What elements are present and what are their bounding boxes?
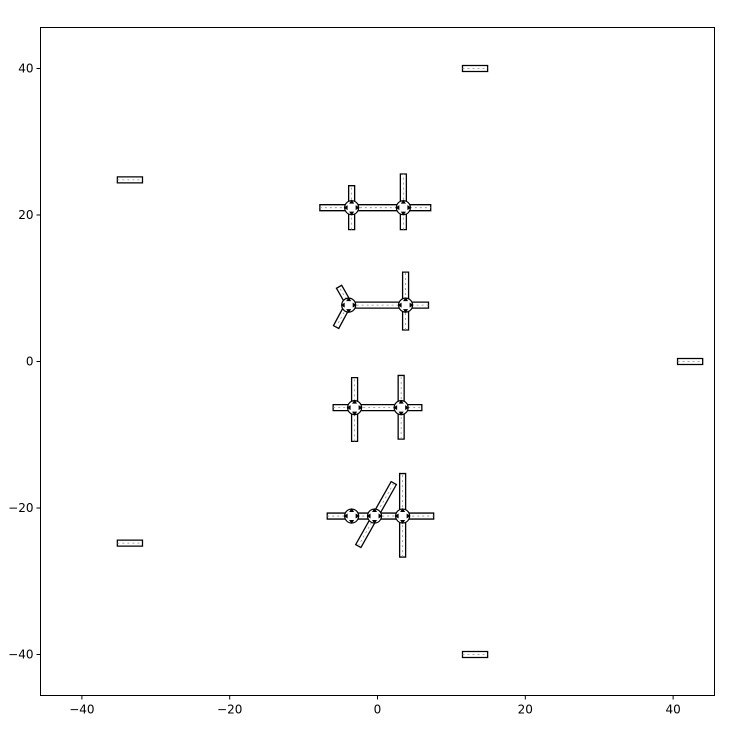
line-segment [116,176,144,184]
node-arrow [406,513,411,519]
node-arrow [349,199,355,204]
node-arrow [400,211,406,216]
segment-outline [676,357,704,366]
segment-outline [116,539,144,547]
junction-node [346,399,363,416]
node-arrow [394,513,399,519]
junction-node [393,399,410,416]
node-arrow [407,205,412,211]
node-arrow [349,508,355,513]
junction-node [395,199,412,216]
node-arrow [378,513,383,519]
node-arrow [405,405,410,411]
junction-node [340,297,357,314]
node-arrow [393,405,398,411]
line-segment [350,301,430,309]
node-arrow [355,205,360,211]
node-arrow [340,302,345,308]
x-tick-label: 20 [518,703,533,717]
plot-frame [40,27,715,696]
node-arrow [400,199,406,204]
node-arrow [355,513,360,519]
node-arrow [343,513,348,519]
line-segment [676,357,704,366]
node-arrow [372,508,378,513]
node-arrow [403,297,409,302]
x-tick-label: −40 [69,703,94,717]
node-arrow [346,309,352,314]
node-arrow [395,205,400,211]
segment-outline [116,176,144,184]
node-arrow [398,399,404,404]
junction-node [366,508,383,525]
junction-node [397,297,414,314]
y-tick-label: 20 [18,208,33,222]
node-arrow [352,302,357,308]
x-tick-label: −20 [217,703,242,717]
line-segment [116,539,144,547]
node-arrow [358,405,363,411]
line-segment [461,64,489,73]
node-arrow [409,302,414,308]
y-tick-label: −20 [8,501,33,515]
y-tick-label: −40 [8,647,33,661]
segment-centerline [338,286,350,304]
junction-node [343,508,360,525]
node-arrow [372,520,378,525]
node-arrow [366,513,371,519]
node-arrow [400,508,406,513]
node-arrow [343,205,348,211]
node-arrow [352,399,358,404]
x-tick-label: 40 [665,703,680,717]
node-arrow [400,520,406,525]
nodes-layer [340,199,414,525]
x-tick-label: 0 [374,703,382,717]
segments-layer [116,64,704,659]
segment-outline [461,650,489,659]
node-arrow [352,411,358,416]
line-segment [319,204,432,212]
y-tick-label: 0 [26,355,34,369]
node-arrow [403,309,409,314]
node-arrow [346,297,352,302]
segment-outline [461,64,489,73]
junction-node [343,199,360,216]
x-axis: −40 −20 0 20 40 [69,695,681,717]
node-arrow [398,411,404,416]
y-axis: 40 20 0 −20 −40 [8,62,41,661]
y-tick-label: 40 [18,62,33,76]
node-arrow [346,405,351,411]
line-segment [461,650,489,659]
node-arrow [349,520,355,525]
node-arrow [397,302,402,308]
node-arrow [349,211,355,216]
junction-node [394,508,411,525]
